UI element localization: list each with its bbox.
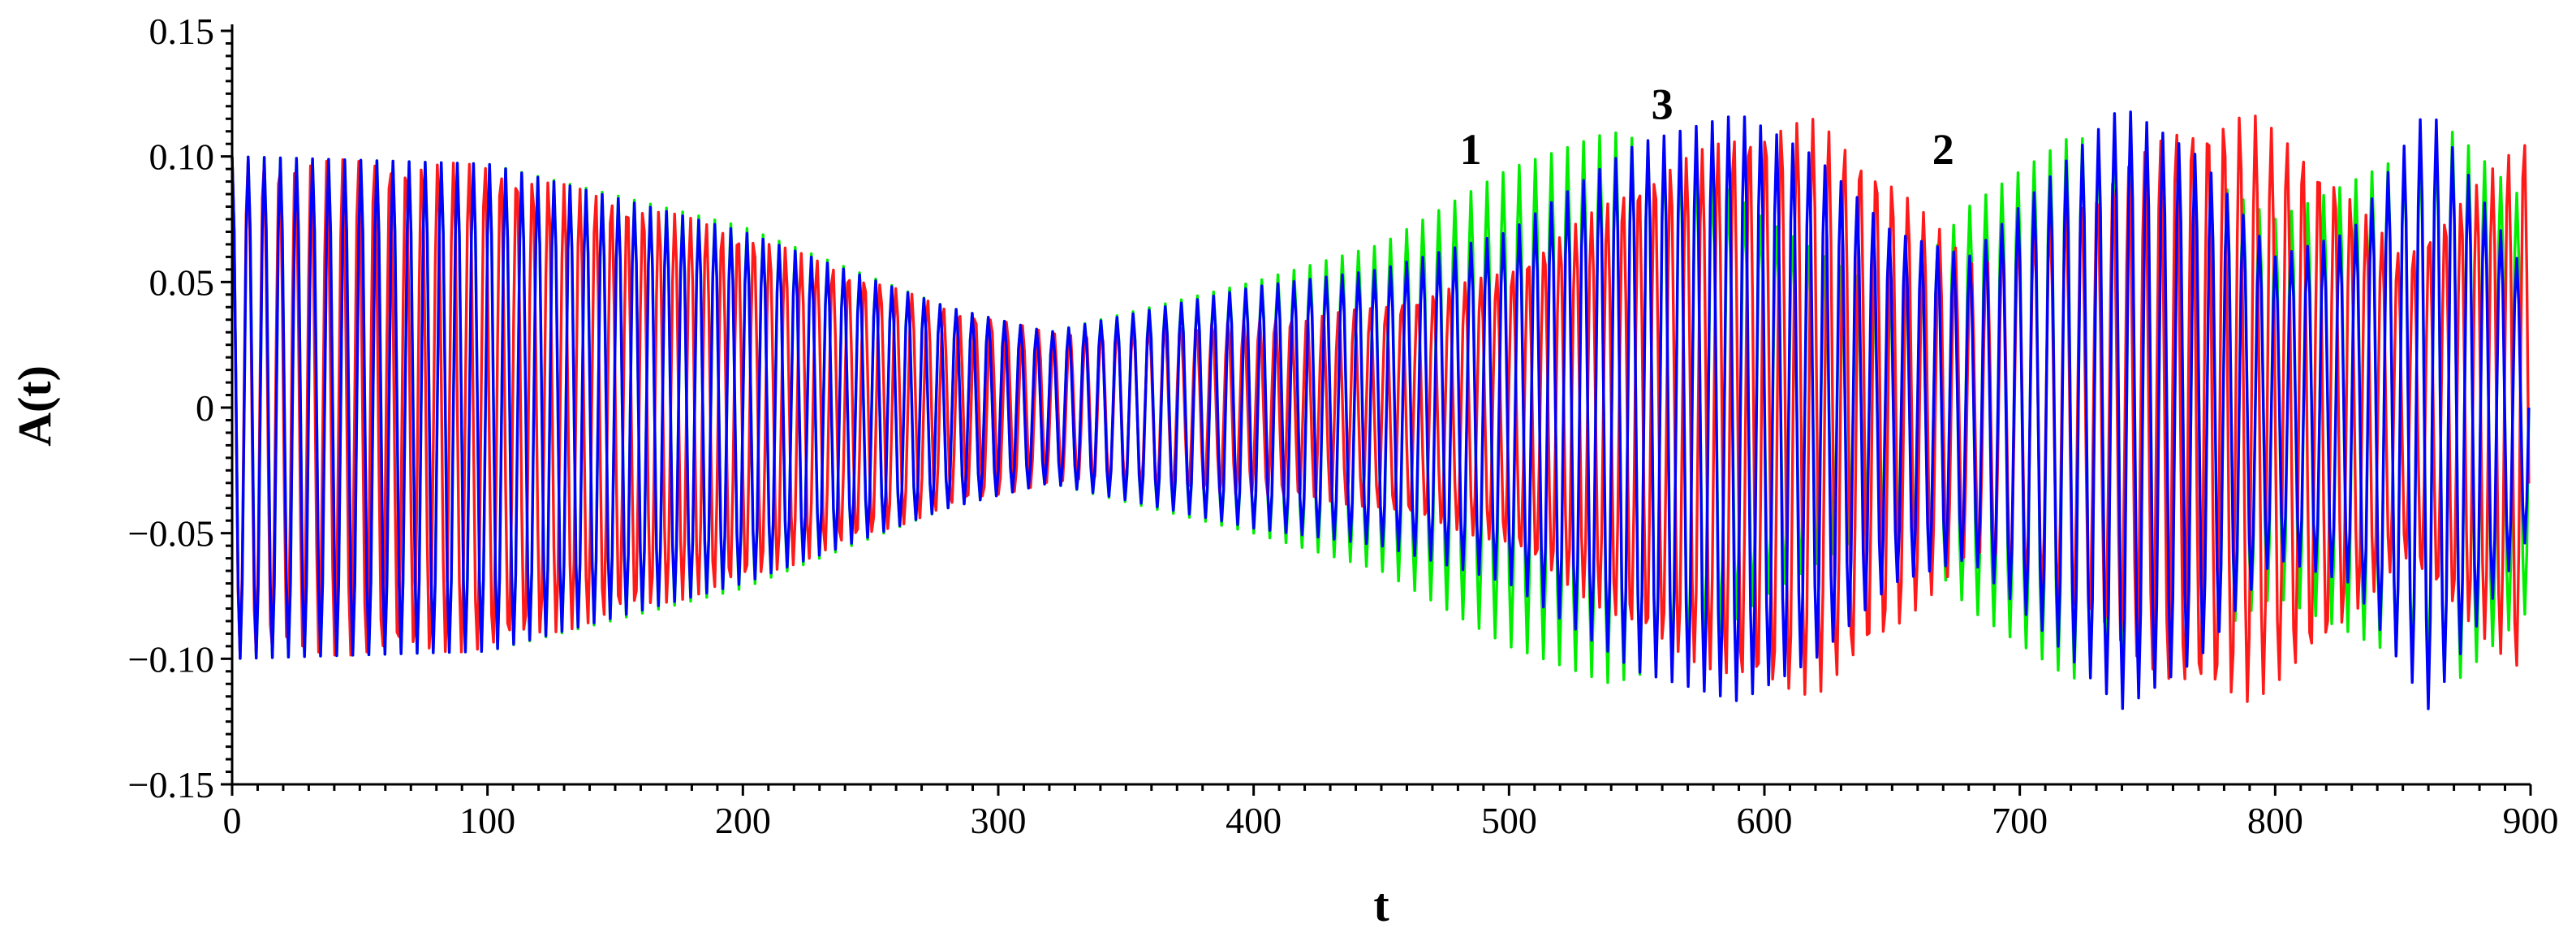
x-tick-label: 300 [971, 800, 1027, 841]
curve-label-1: 1 [1460, 125, 1482, 174]
curve-labels: 1 2 3 [1460, 80, 1954, 174]
x-tick-label: 0 [223, 800, 242, 841]
series-3-line [230, 110, 2531, 710]
y-axis-title: A(t) [8, 365, 61, 447]
x-tick-label: 100 [459, 800, 515, 841]
curve-label-2: 2 [1932, 125, 1954, 174]
x-tick-label: 400 [1226, 800, 1282, 841]
x-axis-title: t [1373, 879, 1389, 931]
y-tick-label: 0 [196, 387, 214, 429]
curve-label-3: 3 [1652, 80, 1674, 128]
plot-area [230, 110, 2531, 710]
y-tick-label: 0.10 [149, 136, 215, 178]
y-tick-label: −0.10 [128, 638, 214, 680]
x-tick-label: 600 [1737, 800, 1793, 841]
x-tick-label: 900 [2503, 800, 2559, 841]
x-tick-label: 200 [715, 800, 771, 841]
y-tick-label: −0.15 [128, 764, 214, 805]
y-tick-label: −0.05 [128, 513, 214, 555]
x-tick-label: 500 [1481, 800, 1537, 841]
y-tick-label: 0.05 [149, 261, 215, 303]
x-tick-label: 700 [1992, 800, 2048, 841]
y-tick-label: 0.15 [149, 11, 215, 52]
axes: 0 100 200 300 400 500 600 700 800 900 0.15 0.10 0.05… [128, 11, 2559, 841]
x-tick-label: 800 [2247, 800, 2303, 841]
